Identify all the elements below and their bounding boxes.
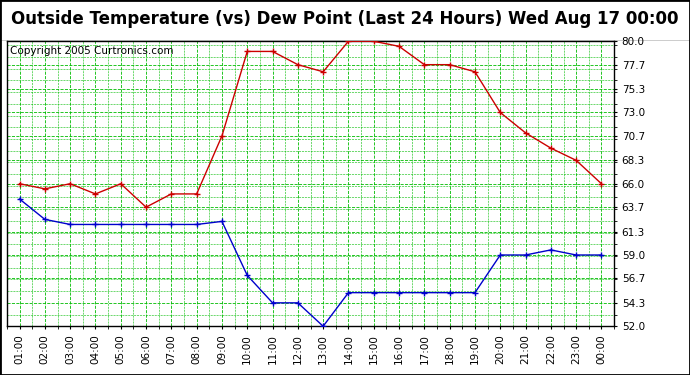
Text: Copyright 2005 Curtronics.com: Copyright 2005 Curtronics.com (10, 45, 173, 56)
Text: Outside Temperature (vs) Dew Point (Last 24 Hours) Wed Aug 17 00:00: Outside Temperature (vs) Dew Point (Last… (11, 10, 679, 28)
